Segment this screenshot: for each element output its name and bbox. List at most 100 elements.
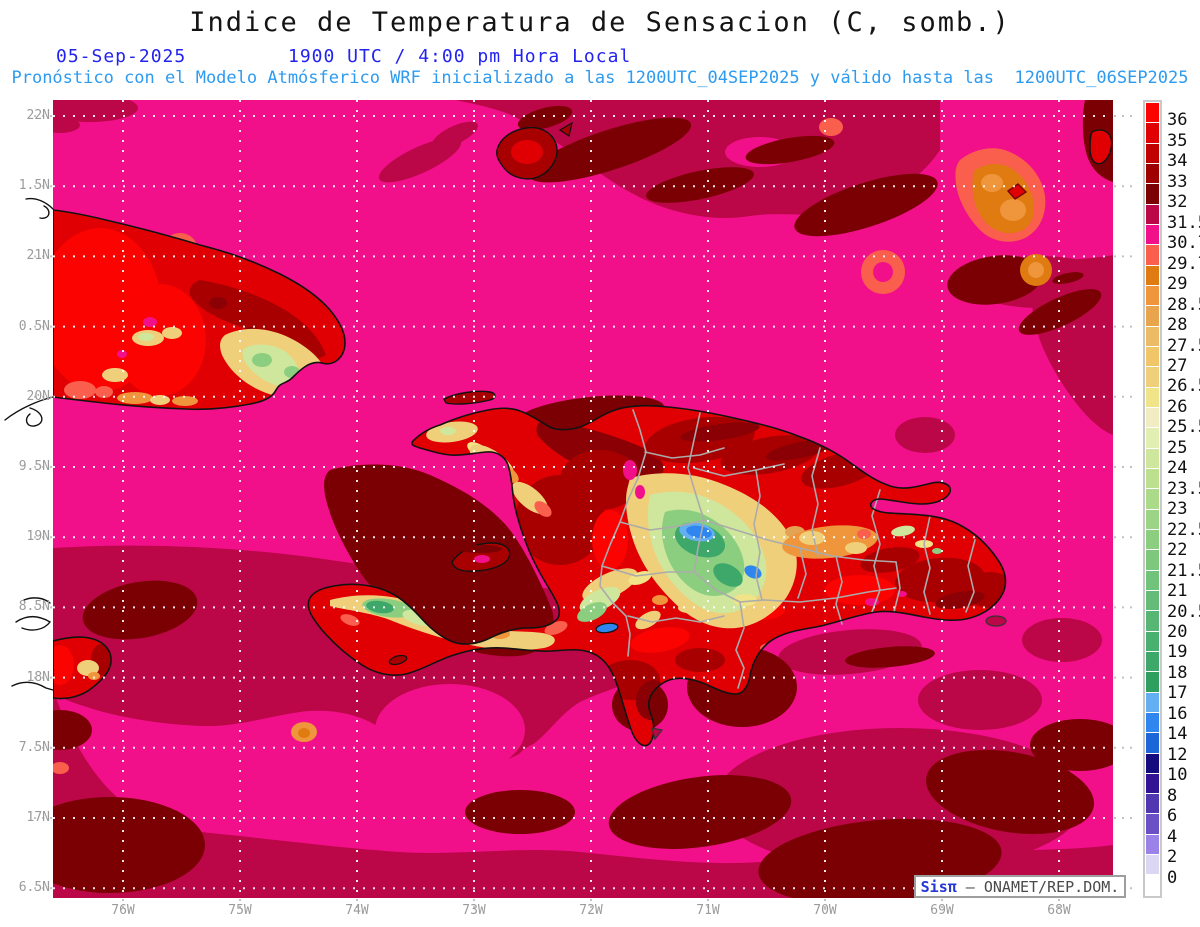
colorbar-tick-label: 30.7 — [1167, 233, 1200, 254]
colorbar-segment — [1146, 692, 1159, 712]
colorbar-segment — [1146, 224, 1159, 245]
colorbar-tick-label: 27.5 — [1167, 335, 1200, 356]
colorbar-segment — [1146, 123, 1159, 143]
colorbar-segment — [1146, 672, 1159, 692]
colorbar-tick-label: 20 — [1167, 622, 1188, 642]
colorbar-tick-label: 24 — [1167, 458, 1188, 479]
lat-tick-label: 20N — [26, 388, 50, 404]
colorbar-segment — [1146, 428, 1159, 448]
gonave-island — [451, 542, 511, 572]
lon-tick-label: 73W — [462, 903, 486, 918]
lat-tick-label: 7.5N — [18, 739, 50, 755]
colorbar-segment — [1146, 489, 1159, 509]
colorbar-tick-label: 4 — [1167, 826, 1178, 847]
lon-tick-label: 68W — [1047, 903, 1071, 918]
colorbar-segment — [1146, 550, 1159, 570]
colorbar-segment — [1146, 306, 1159, 326]
graticule — [53, 100, 1113, 898]
colorbar-segment — [1146, 448, 1159, 468]
colorbar-segment — [1146, 794, 1159, 814]
bahamas-islands — [496, 121, 1113, 200]
colorbar-segment — [1146, 143, 1159, 163]
sea-warm-spots — [53, 118, 1052, 774]
lat-tick-label: 6.5N — [18, 880, 50, 896]
colorbar-segment — [1146, 184, 1159, 204]
colorbar-tick-label: 2 — [1167, 847, 1178, 868]
colorbar-segment — [1146, 814, 1159, 834]
colorbar-tick-label: 22.5 — [1167, 519, 1200, 540]
lat-tick-label: 22N — [26, 108, 50, 123]
lat-tick-label: 21N — [26, 248, 50, 264]
lon-tick-label: 70W — [813, 903, 837, 918]
colorbar-tick-label: 31.5 — [1167, 212, 1200, 233]
colorbar-segment — [1146, 570, 1159, 590]
jamaica-landmass — [53, 636, 112, 700]
colorbar-tick-label: 36 — [1167, 110, 1188, 131]
attribution-separator: – — [956, 877, 984, 896]
colorbar-tick-label: 25.5 — [1167, 417, 1200, 438]
colorbar — [1143, 100, 1162, 898]
lat-tick-label: 0.5N — [18, 318, 50, 334]
lat-tick-label: 9.5N — [18, 459, 50, 474]
colorbar-tick-label: 6 — [1167, 806, 1178, 827]
map-plot-area — [53, 100, 1113, 898]
lat-tick-label: 19N — [26, 529, 50, 545]
colorbar-tick-label: 23 — [1167, 499, 1188, 520]
colorbar-segment — [1146, 651, 1159, 672]
colorbar-segment — [1146, 103, 1159, 123]
colorbar-tick-label: 20.5 — [1167, 601, 1200, 622]
lake-enriquillo — [595, 622, 619, 634]
colorbar-tick-label: 28 — [1167, 315, 1188, 336]
time-label: 1900 UTC / 4:00 pm Hora Local — [288, 46, 632, 67]
colorbar-segment — [1146, 407, 1159, 428]
colorbar-tick-label: 8 — [1167, 785, 1178, 806]
colorbar-tick-label: 0 — [1167, 867, 1178, 888]
colorbar-segment — [1146, 509, 1159, 529]
colorbar-tick-label: 29.7 — [1167, 253, 1200, 274]
colorbar-tick-label: 16 — [1167, 703, 1188, 724]
colorbar-segment — [1146, 468, 1159, 489]
colorbar-segment — [1146, 631, 1159, 651]
map-title: Indice de Temperatura de Sensacion (C, s… — [189, 7, 1011, 38]
lon-tick-label: 71W — [696, 903, 720, 918]
attribution-system: Sisπ — [920, 877, 957, 896]
colorbar-segment — [1146, 611, 1159, 631]
colorbar-tick-label: 34 — [1167, 151, 1188, 172]
axis-tick-dots — [34, 115, 1132, 909]
colorbar-segment — [1146, 163, 1159, 184]
colorbar-segment — [1146, 529, 1159, 550]
lon-tick-label: 72W — [579, 903, 603, 918]
colorbar-segment — [1146, 834, 1159, 855]
colorbar-tick-label: 25 — [1167, 437, 1188, 458]
colorbar-tick-label: 18 — [1167, 662, 1188, 683]
lat-tick-label: 8.5N — [18, 599, 50, 615]
attribution-box: Sisπ – ONAMET/REP.DOM. — [914, 875, 1126, 898]
colorbar-segment — [1146, 590, 1159, 611]
colorbar-segment — [1146, 387, 1159, 407]
lon-tick-label: 75W — [228, 903, 252, 918]
colorbar-segment — [1146, 204, 1159, 224]
colorbar-segment — [1146, 773, 1159, 794]
colorbar-segment — [1146, 367, 1159, 387]
colorbar-tick-label: 32 — [1167, 192, 1188, 213]
colorbar-tick-label: 23.5 — [1167, 478, 1200, 499]
lon-tick-label: 74W — [345, 903, 369, 918]
colorbar-segment — [1146, 346, 1159, 367]
colorbar-segment — [1146, 712, 1159, 733]
margin-coastline-fragments — [4, 197, 54, 691]
colorbar-tick-label: 27 — [1167, 356, 1188, 376]
sea-maroon-patches — [53, 100, 1113, 898]
colorbar-segment — [1146, 245, 1159, 265]
colorbar-tick-label: 21.5 — [1167, 560, 1200, 581]
colorbar-segment — [1146, 875, 1159, 895]
forecast-note: Pronóstico con el Modelo Atmósferico WRF… — [11, 68, 1189, 88]
colorbar-tick-label: 28.5 — [1167, 294, 1200, 315]
colorbar-segment — [1146, 855, 1159, 875]
colorbar-segment — [1146, 265, 1159, 285]
colorbar-segment — [1146, 285, 1159, 306]
colorbar-tick-label: 29 — [1167, 274, 1188, 295]
colorbar-tick-label: 14 — [1167, 724, 1188, 745]
colorbar-tick-label: 21 — [1167, 581, 1188, 602]
colorbar-segment — [1146, 326, 1159, 346]
